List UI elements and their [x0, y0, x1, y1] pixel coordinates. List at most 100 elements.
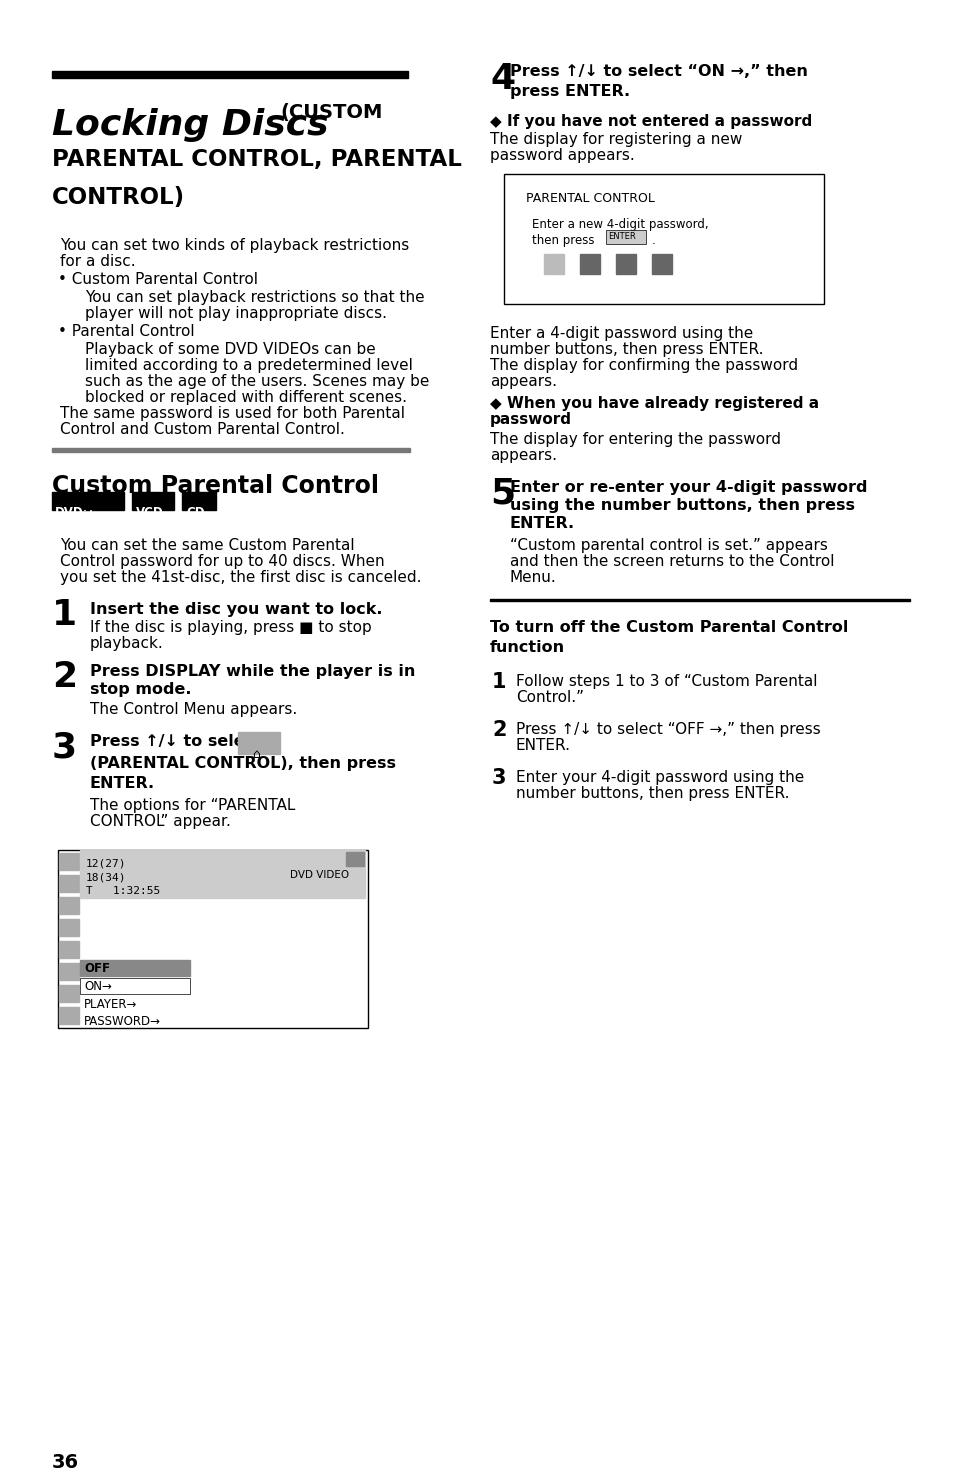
Bar	[490, 599, 909, 601]
Text: T   1:32:55: T 1:32:55	[86, 885, 160, 896]
Text: ENTER.: ENTER.	[90, 776, 155, 790]
Text: Enter a 4-digit password using the: Enter a 4-digit password using the	[490, 326, 753, 341]
Text: such as the age of the users. Scenes may be: such as the age of the users. Scenes may…	[85, 374, 429, 389]
Text: then press: then press	[532, 234, 594, 248]
Text: Press ↑/↓ to select “OFF →,” then press: Press ↑/↓ to select “OFF →,” then press	[516, 722, 820, 737]
Text: If the disc is playing, press ■ to stop: If the disc is playing, press ■ to stop	[90, 620, 372, 635]
Text: (PARENTAL CONTROL), then press: (PARENTAL CONTROL), then press	[90, 756, 395, 771]
Text: The display for entering the password: The display for entering the password	[490, 432, 781, 446]
Text: 1: 1	[52, 598, 77, 632]
Bar	[59, 897, 79, 914]
Text: VCD: VCD	[136, 506, 164, 519]
Text: Enter your 4-digit password using the: Enter your 4-digit password using the	[516, 770, 803, 785]
Text: Control.”: Control.”	[516, 690, 583, 704]
Text: • Parental Control: • Parental Control	[58, 323, 194, 340]
Text: .: .	[651, 234, 655, 248]
Text: PASSWORD→: PASSWORD→	[84, 1014, 161, 1028]
Bar	[52, 492, 124, 510]
Bar	[80, 850, 365, 899]
Bar	[59, 875, 79, 891]
Text: The options for “PARENTAL: The options for “PARENTAL	[90, 798, 295, 813]
Bar	[59, 962, 79, 980]
Text: you set the 41st-disc, the first disc is canceled.: you set the 41st-disc, the first disc is…	[60, 569, 421, 584]
Bar	[59, 985, 79, 1003]
Text: ⌂: ⌂	[252, 747, 259, 761]
Text: Insert the disc you want to lock.: Insert the disc you want to lock.	[90, 602, 382, 617]
Text: (CUSTOM: (CUSTOM	[280, 102, 382, 122]
Bar	[59, 853, 79, 871]
Text: 12(27): 12(27)	[86, 859, 127, 868]
Text: ENTER.: ENTER.	[516, 739, 571, 753]
Text: appears.: appears.	[490, 448, 557, 463]
Text: appears.: appears.	[490, 374, 557, 389]
Text: Press ↑/↓ to select “ON →,” then: Press ↑/↓ to select “ON →,” then	[510, 64, 807, 79]
Text: Menu.: Menu.	[510, 569, 557, 584]
Text: The Control Menu appears.: The Control Menu appears.	[90, 701, 297, 716]
Text: PARENTAL CONTROL: PARENTAL CONTROL	[525, 191, 654, 205]
Bar	[346, 853, 364, 866]
Bar	[237, 733, 280, 753]
Bar	[58, 850, 368, 1028]
Text: CONTROL): CONTROL)	[52, 185, 185, 209]
Bar	[59, 919, 79, 936]
Text: 5: 5	[490, 476, 515, 510]
Bar	[52, 448, 410, 452]
Bar	[182, 492, 215, 510]
Text: using the number buttons, then press: using the number buttons, then press	[510, 498, 854, 513]
Text: Custom Parental Control: Custom Parental Control	[52, 475, 378, 498]
Text: number buttons, then press ENTER.: number buttons, then press ENTER.	[516, 786, 789, 801]
Text: Enter a new 4-digit password,: Enter a new 4-digit password,	[532, 218, 708, 231]
Text: You can set playback restrictions so that the: You can set playback restrictions so tha…	[85, 291, 424, 305]
Text: ON→: ON→	[84, 980, 112, 994]
Text: “Custom parental control is set.” appears: “Custom parental control is set.” appear…	[510, 538, 827, 553]
Text: The display for confirming the password: The display for confirming the password	[490, 357, 798, 374]
Text: Playback of some DVD VIDEOs can be: Playback of some DVD VIDEOs can be	[85, 343, 375, 357]
Text: Control password for up to 40 discs. When: Control password for up to 40 discs. Whe…	[60, 555, 384, 569]
Text: and then the screen returns to the Control: and then the screen returns to the Contr…	[510, 555, 834, 569]
Text: CD: CD	[186, 506, 204, 519]
Text: DVD: DVD	[55, 506, 84, 519]
Bar	[616, 254, 636, 274]
Text: Follow steps 1 to 3 of “Custom Parental: Follow steps 1 to 3 of “Custom Parental	[516, 673, 817, 690]
Text: You can set the same Custom Parental: You can set the same Custom Parental	[60, 538, 355, 553]
Text: You can set two kinds of playback restrictions: You can set two kinds of playback restri…	[60, 237, 409, 254]
Text: 4: 4	[490, 62, 515, 96]
Bar	[543, 254, 563, 274]
Bar	[651, 254, 671, 274]
Bar	[80, 977, 190, 994]
Text: 1: 1	[492, 672, 506, 693]
Text: Press DISPLAY while the player is in: Press DISPLAY while the player is in	[90, 664, 415, 679]
Text: Enter or re-enter your 4-digit password: Enter or re-enter your 4-digit password	[510, 480, 866, 495]
Text: function: function	[490, 641, 564, 655]
Text: Press ↑/↓ to select: Press ↑/↓ to select	[90, 734, 262, 749]
Text: • Custom Parental Control: • Custom Parental Control	[58, 271, 257, 288]
Text: CONTROL” appear.: CONTROL” appear.	[90, 814, 231, 829]
Bar	[59, 1007, 79, 1023]
Bar	[579, 254, 599, 274]
Text: 2: 2	[52, 660, 77, 694]
Text: stop mode.: stop mode.	[90, 682, 192, 697]
Text: video: video	[79, 510, 105, 519]
Text: password appears.: password appears.	[490, 148, 634, 163]
Text: for a disc.: for a disc.	[60, 254, 135, 268]
Text: Locking Discs: Locking Discs	[52, 108, 328, 142]
Text: player will not play inappropriate discs.: player will not play inappropriate discs…	[85, 305, 387, 320]
Text: press ENTER.: press ENTER.	[510, 85, 630, 99]
Text: 36: 36	[52, 1453, 79, 1473]
Text: playback.: playback.	[90, 636, 164, 651]
Bar	[80, 960, 190, 976]
Text: The display for registering a new: The display for registering a new	[490, 132, 741, 147]
Bar	[59, 942, 79, 958]
Bar	[503, 174, 823, 304]
Text: 2: 2	[492, 721, 506, 740]
Text: 3: 3	[52, 730, 77, 764]
Text: To turn off the Custom Parental Control: To turn off the Custom Parental Control	[490, 620, 847, 635]
Bar	[132, 492, 173, 510]
Bar	[52, 71, 408, 79]
Text: password: password	[490, 412, 572, 427]
Text: 3: 3	[492, 768, 506, 787]
Text: ENTER.: ENTER.	[510, 516, 575, 531]
Bar	[605, 230, 645, 245]
Text: limited according to a predetermined level: limited according to a predetermined lev…	[85, 357, 413, 374]
Text: OFF: OFF	[84, 962, 110, 974]
